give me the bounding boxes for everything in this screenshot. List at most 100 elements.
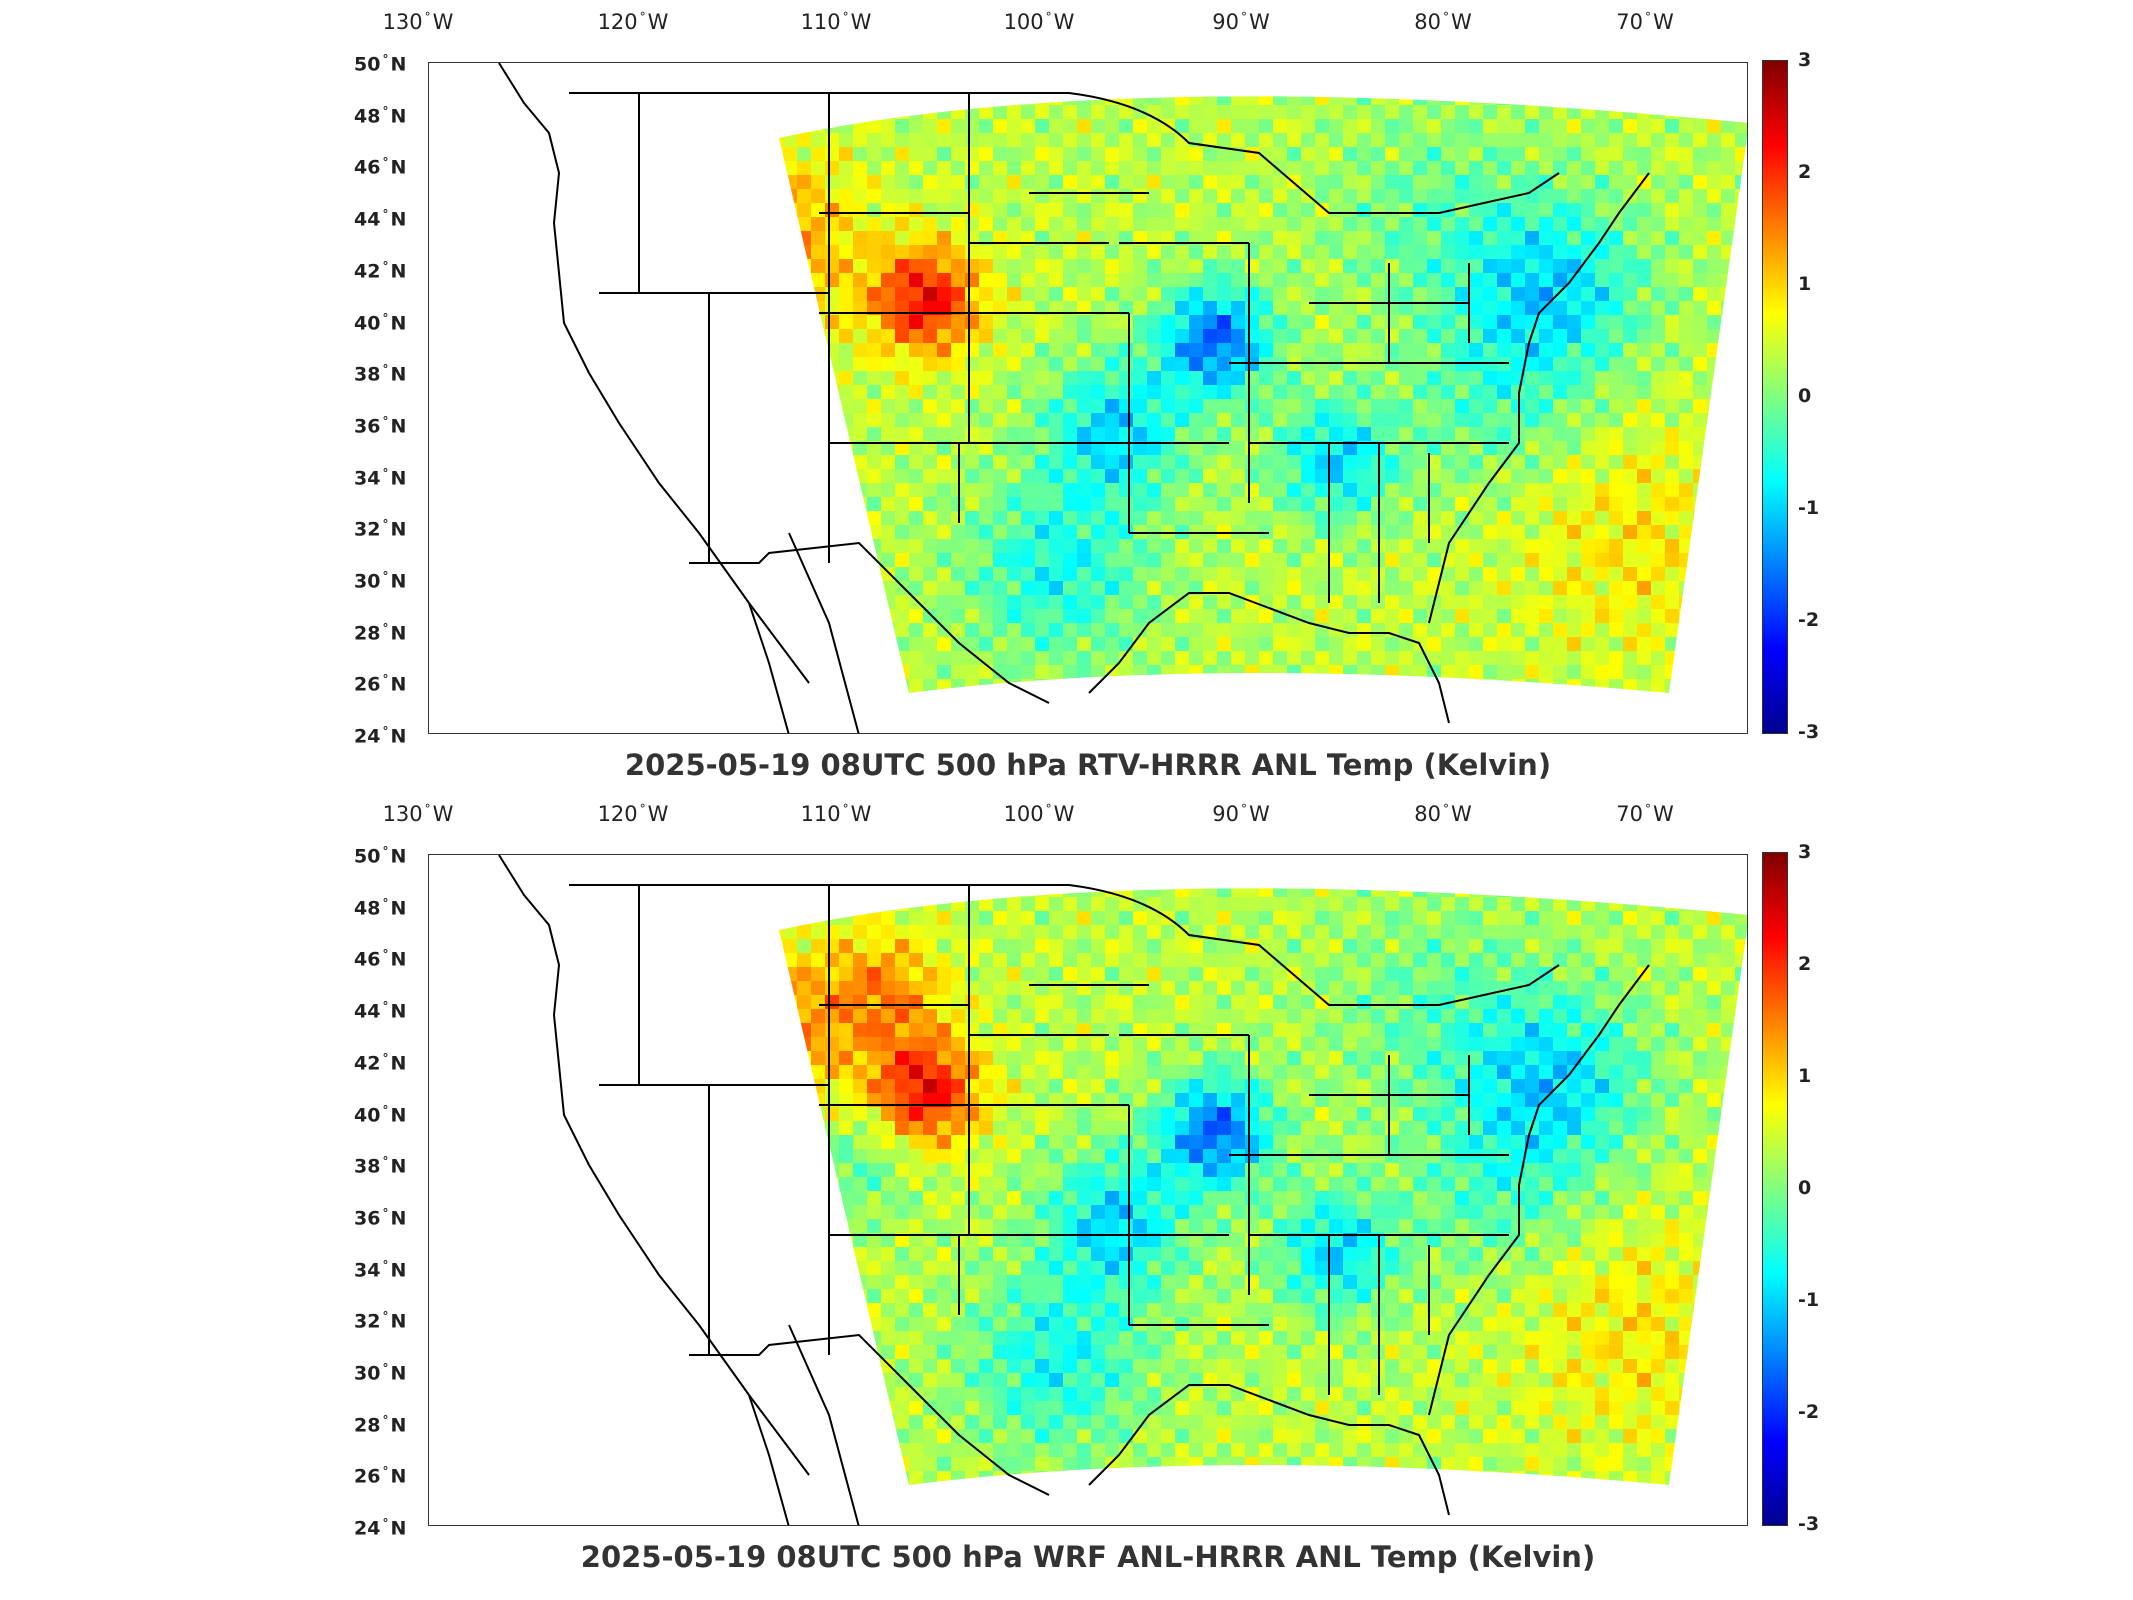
map-svg: [498, 63, 1747, 733]
label-hemisphere: N: [390, 415, 407, 438]
label-degrees: 24: [354, 1517, 381, 1540]
label-hemisphere: W: [1652, 802, 1674, 826]
degree-symbol: °: [382, 999, 389, 1014]
colorbar: [1762, 852, 1788, 1526]
degree-symbol: °: [382, 362, 389, 377]
latitude-label: 32 ° N: [354, 518, 406, 541]
degree-symbol: °: [842, 10, 849, 24]
latitude-label: 32 ° N: [354, 1310, 406, 1333]
degree-symbol: °: [1644, 10, 1651, 24]
label-degrees: 40: [354, 312, 381, 335]
latitude-label: 26 ° N: [354, 673, 406, 696]
degree-symbol: °: [382, 672, 389, 687]
label-hemisphere: N: [390, 1104, 407, 1127]
longitude-label: 70 °W: [1616, 802, 1674, 826]
label-hemisphere: N: [390, 622, 407, 645]
label-hemisphere: N: [390, 897, 407, 920]
latitude-label: 28 ° N: [354, 621, 406, 644]
colorbar: [1762, 60, 1788, 734]
latitude-label: 24 ° N: [354, 724, 406, 747]
longitude-label: 90 °W: [1212, 802, 1270, 826]
label-degrees: 34: [354, 467, 381, 490]
label-hemisphere: N: [390, 518, 407, 541]
label-degrees: 44: [354, 1000, 381, 1023]
label-hemisphere: N: [390, 53, 407, 76]
label-hemisphere: W: [1248, 10, 1270, 34]
degree-symbol: °: [382, 1516, 389, 1531]
boundary-lines: [498, 63, 1650, 733]
label-degrees: 90: [1212, 802, 1239, 826]
latitude-label: 48 ° N: [354, 896, 406, 919]
colorbar-tick-label: 3: [1798, 841, 1812, 863]
latitude-label: 28 ° N: [354, 1413, 406, 1436]
map-svg: [498, 855, 1747, 1525]
label-hemisphere: W: [432, 802, 454, 826]
degree-symbol: °: [639, 802, 646, 816]
label-hemisphere: W: [1053, 802, 1075, 826]
latitude-label: 50 ° N: [354, 844, 406, 867]
latitude-label: 48 ° N: [354, 104, 406, 127]
longitude-label: 130 °W: [383, 10, 454, 34]
label-degrees: 100: [1003, 10, 1044, 34]
label-degrees: 100: [1003, 802, 1044, 826]
latitude-label: 34 ° N: [354, 1258, 406, 1281]
degree-symbol: °: [382, 621, 389, 636]
label-degrees: 30: [354, 570, 381, 593]
label-hemisphere: N: [390, 363, 407, 386]
label-degrees: 36: [354, 415, 381, 438]
label-degrees: 120: [597, 802, 638, 826]
degree-symbol: °: [639, 10, 646, 24]
label-degrees: 46: [354, 157, 381, 180]
label-degrees: 48: [354, 897, 381, 920]
label-degrees: 40: [354, 1104, 381, 1127]
colorbar-tick-label: -2: [1798, 609, 1820, 631]
degree-symbol: °: [382, 207, 389, 222]
degree-symbol: °: [382, 1206, 389, 1221]
label-degrees: 80: [1414, 802, 1441, 826]
colorbar-tick-label: -2: [1798, 1401, 1820, 1423]
label-degrees: 110: [800, 10, 841, 34]
degree-symbol: °: [1442, 10, 1449, 24]
label-degrees: 24: [354, 725, 381, 748]
degree-symbol: °: [382, 1102, 389, 1117]
label-degrees: 30: [354, 1362, 381, 1385]
longitude-label: 70 °W: [1616, 10, 1674, 34]
degree-symbol: °: [382, 414, 389, 429]
label-hemisphere: N: [390, 1362, 407, 1385]
latitude-label: 50 ° N: [354, 52, 406, 75]
colorbar-tick-label: 1: [1798, 273, 1812, 295]
longitude-label: 100 °W: [1004, 10, 1075, 34]
panel-title: 2025-05-19 08UTC 500 hPa RTV-HRRR ANL Te…: [624, 748, 1552, 782]
label-degrees: 130: [382, 10, 423, 34]
degree-symbol: °: [382, 569, 389, 584]
longitude-label: 110 °W: [801, 802, 872, 826]
degree-symbol: °: [382, 844, 389, 859]
label-hemisphere: N: [390, 725, 407, 748]
degree-symbol: °: [1045, 10, 1052, 24]
label-degrees: 38: [354, 363, 381, 386]
label-hemisphere: N: [390, 260, 407, 283]
colorbar-tick-label: -1: [1798, 1289, 1820, 1311]
degree-symbol: °: [382, 155, 389, 170]
label-hemisphere: N: [390, 570, 407, 593]
label-hemisphere: N: [390, 1000, 407, 1023]
latitude-label: 46 ° N: [354, 156, 406, 179]
label-degrees: 26: [354, 1466, 381, 1489]
label-hemisphere: N: [390, 105, 407, 128]
latitude-label: 46 ° N: [354, 948, 406, 971]
degree-symbol: °: [1442, 802, 1449, 816]
label-hemisphere: N: [390, 157, 407, 180]
latitude-label: 44 ° N: [354, 207, 406, 230]
map-area: [428, 62, 1748, 734]
latitude-label: 30 ° N: [354, 569, 406, 592]
label-degrees: 50: [354, 53, 381, 76]
label-hemisphere: N: [390, 674, 407, 697]
latitude-label: 42 ° N: [354, 259, 406, 282]
colorbar-tick-label: 0: [1798, 385, 1812, 407]
label-hemisphere: N: [390, 1207, 407, 1230]
label-degrees: 42: [354, 1052, 381, 1075]
degree-symbol: °: [382, 724, 389, 739]
label-hemisphere: N: [390, 467, 407, 490]
degree-symbol: °: [382, 1154, 389, 1169]
label-degrees: 32: [354, 1310, 381, 1333]
